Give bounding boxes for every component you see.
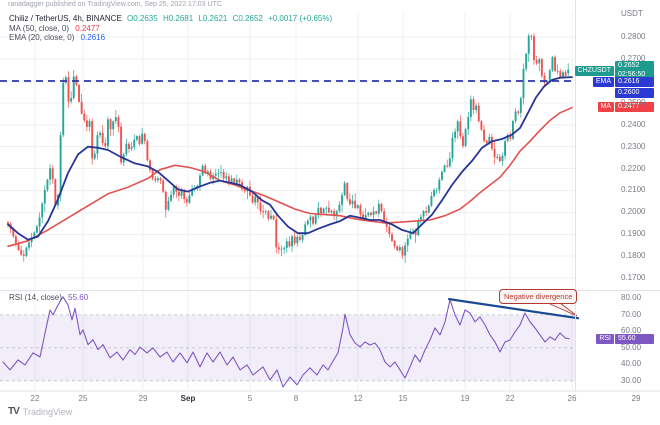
ohlc-high: H0.2681: [162, 14, 194, 23]
ema-label: EMA (20, close, 0): [9, 33, 75, 42]
rsi-band: [0, 314, 575, 381]
price-tick-label: 0.2200: [621, 164, 646, 173]
tradingview-logo-icon: TV: [8, 406, 20, 417]
symbol-legend[interactable]: Chiliz / TetherUS, 4h, BINANCE O0.2635 H…: [9, 14, 332, 23]
time-tick-label: 25: [78, 394, 88, 403]
ma-badge-label: MA: [597, 102, 614, 112]
ema-badge-value: 0.2616: [615, 77, 654, 87]
ema20-line: [7, 76, 573, 241]
rsi-value: 55.60: [68, 293, 89, 302]
price-tick-label: 0.2000: [621, 207, 646, 216]
rsi-line: [2, 296, 570, 388]
rsi-tick-label: 80.00: [621, 293, 642, 302]
rsi-badge-value: 55.60: [615, 334, 654, 344]
rsi-tick-label: 40.00: [621, 359, 642, 368]
ema-price-badge: EMA 0.2616: [592, 77, 654, 87]
ma-price-badge: MA 0.2477: [597, 102, 654, 112]
ma-badge-value: 0.2477: [615, 102, 654, 112]
negative-divergence-callout: Negative divergence: [499, 289, 578, 304]
time-tick-label: 26: [567, 394, 577, 403]
ema-badge-label: EMA: [592, 77, 614, 87]
ma-legend[interactable]: MA (50, close, 0) 0.2477: [9, 24, 100, 33]
time-tick-label: 12: [353, 394, 363, 403]
ohlc-close: C0.2652: [232, 14, 263, 23]
tradingview-logo-text: TradingView: [22, 406, 73, 417]
rsi-label: RSI (14, close): [9, 293, 62, 302]
last-price: 0.2652: [618, 62, 640, 69]
price-unit-label: USDT: [621, 9, 643, 18]
rsi-tick-label: 50.00: [621, 343, 642, 352]
symbol-price-badge: CHZUSDT 0.2652 02:56:50: [574, 61, 654, 80]
rsi-tick-label: 60.00: [621, 326, 642, 335]
time-tick-label: 5: [247, 394, 253, 403]
candle-bodies-up: [25, 35, 570, 256]
rsi-value-badge: RSI 55.60: [596, 334, 654, 344]
time-tick-label: 29: [138, 394, 148, 403]
ma-label: MA (50, close, 0): [9, 24, 70, 33]
time-tick-label: 8: [293, 394, 299, 403]
price-tick-label: 0.2400: [621, 120, 646, 129]
time-tick-label: 19: [460, 394, 470, 403]
ema-value: 0.2616: [80, 33, 106, 42]
gridlines: [0, 12, 575, 390]
price-tick-label: 0.2100: [621, 185, 646, 194]
ma50-line: [7, 106, 573, 248]
candle-bodies-down: [7, 35, 567, 256]
price-tick-label: 0.2700: [621, 54, 646, 63]
time-tick-label: Sep: [180, 394, 196, 403]
symbol-badge-label: CHZUSDT: [574, 65, 614, 76]
change-value: +0.0017 (+0.65%): [268, 14, 333, 23]
level-badge-value: 0.2600: [615, 88, 654, 98]
ma-value: 0.2477: [75, 24, 100, 33]
ema-legend[interactable]: EMA (20, close, 0) 0.2616: [9, 33, 105, 42]
candle-wicks-up: [26, 33, 569, 263]
tradingview-watermark[interactable]: TV TradingView: [8, 406, 72, 417]
time-tick-label: 22: [505, 394, 515, 403]
symbol-title: Chiliz / TetherUS, 4h, BINANCE: [9, 14, 122, 23]
attribution-text: ranadagger published on TradingView.com,…: [8, 1, 222, 8]
bar-countdown: 02:56:50: [618, 70, 646, 78]
price-tick-label: 0.1800: [621, 251, 646, 260]
time-tick-label: 15: [398, 394, 408, 403]
rsi-divergence-trendline[interactable]: [447, 298, 580, 320]
price-tick-label: 0.2800: [621, 32, 646, 41]
rsi-badge-label: RSI: [596, 334, 614, 344]
rsi-legend[interactable]: RSI (14, close) 55.60: [9, 293, 88, 302]
ohlc-open: O0.2635: [127, 14, 158, 23]
time-tick-label: 22: [30, 394, 40, 403]
rsi-tick-label: 70.00: [621, 310, 642, 319]
ohlc-low: L0.2621: [198, 14, 228, 23]
price-tick-label: 0.1700: [621, 273, 646, 282]
rsi-tick-label: 30.00: [621, 376, 642, 385]
level-line-price-badge: 0.2600: [615, 88, 654, 98]
price-tick-label: 0.2500: [621, 98, 646, 107]
price-tick-label: 0.1900: [621, 229, 646, 238]
price-tick-label: 0.2300: [621, 142, 646, 151]
time-tick-label: 29: [631, 394, 641, 403]
